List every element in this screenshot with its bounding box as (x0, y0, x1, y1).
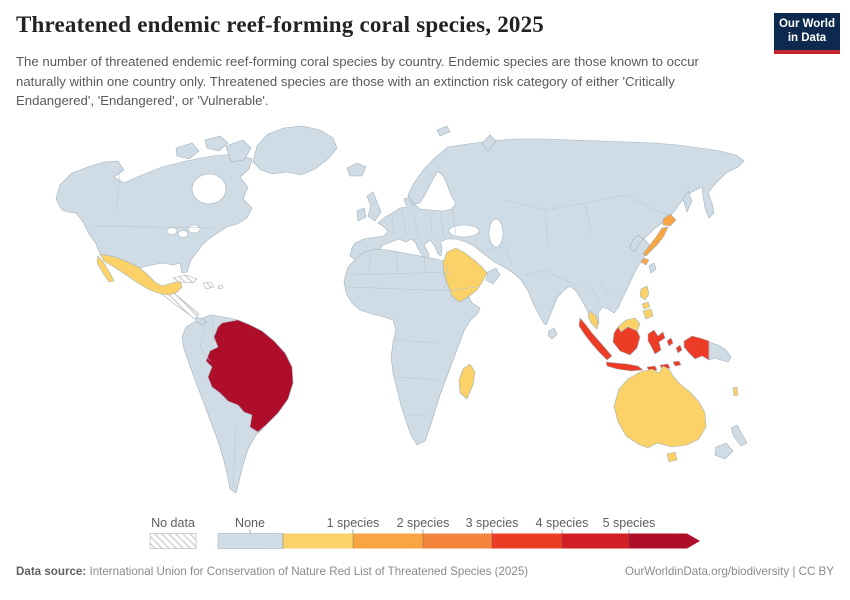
island-sakhalin[interactable] (682, 190, 693, 213)
island-novaya-zemlya[interactable] (481, 134, 497, 152)
madagascar-shape[interactable] (458, 363, 476, 400)
data-source-text: International Union for Conservation of … (89, 565, 529, 578)
owid-logo-stripe (774, 49, 840, 54)
indonesia-java[interactable] (605, 361, 644, 372)
country-japan[interactable] (640, 213, 677, 266)
country-brazil[interactable] (205, 319, 294, 433)
country-papua-new-guinea[interactable] (708, 341, 732, 363)
country-australia[interactable] (613, 365, 707, 463)
country-philippines[interactable] (639, 285, 654, 320)
mexico-baja[interactable] (96, 255, 115, 283)
legend-no-data-swatch[interactable] (149, 533, 197, 549)
country-fiji[interactable] (732, 386, 739, 397)
legend-bin-separators (282, 533, 630, 549)
fiji-shape[interactable] (732, 386, 739, 397)
caspian-sea (488, 218, 504, 248)
legend-ticks (249, 529, 630, 534)
legend-bin-5[interactable] (562, 533, 629, 549)
legend-bin-arrow[interactable] (629, 533, 700, 549)
legend-tick-label-3: 3 species (466, 516, 519, 530)
country-madagascar[interactable] (458, 363, 476, 400)
philippines-visayas[interactable] (641, 301, 651, 310)
legend-tick-label-5: 5 species (603, 516, 656, 530)
chart-footer: Data source: International Union for Con… (16, 565, 834, 578)
legend-tick-label-2: 2 species (397, 516, 450, 530)
island-svalbard[interactable] (436, 125, 451, 137)
owid-logo-line2: in Data (787, 31, 827, 44)
country-greenland[interactable] (252, 125, 338, 176)
owid-logo[interactable]: Our World in Data (774, 13, 840, 54)
data-source: Data source: International Union for Con… (16, 565, 528, 578)
legend-bin-1[interactable] (283, 533, 353, 549)
legend-bin-none[interactable] (217, 533, 284, 549)
hudson-bay (191, 173, 227, 205)
water-bodies (166, 173, 504, 248)
country-borders (93, 171, 710, 488)
australia-tasmania[interactable] (666, 451, 678, 463)
philippines-mindanao[interactable] (642, 308, 654, 320)
indonesia-sumatra[interactable] (578, 317, 613, 361)
great-lake (187, 224, 201, 234)
japan-honshu[interactable] (642, 226, 669, 257)
legend-bin-3[interactable] (423, 533, 492, 549)
indonesia-west-papua[interactable] (683, 335, 710, 361)
map-legend: No data None 1 species 2 species 3 speci… (149, 516, 700, 549)
owid-logo-box: Our World in Data (774, 13, 840, 50)
data-source-label: Data source: (16, 565, 87, 578)
country-iceland[interactable] (346, 162, 367, 177)
country-oman[interactable] (485, 267, 501, 285)
great-lake (177, 230, 189, 238)
indonesia-maluku[interactable] (666, 337, 674, 347)
country-malaysia[interactable] (587, 310, 641, 333)
arctic-island[interactable] (204, 135, 229, 152)
legend-bin-4[interactable] (492, 533, 562, 549)
country-new-zealand-south[interactable] (714, 442, 734, 460)
mexico-mainland[interactable] (99, 253, 183, 296)
no-data-regions (158, 274, 224, 320)
legend-tick-label-4: 4 species (536, 516, 589, 530)
chart-subtitle: The number of threatened endemic reef-fo… (16, 54, 699, 109)
indonesia-kalimantan[interactable] (612, 326, 641, 356)
country-hispaniola[interactable] (202, 281, 215, 290)
country-ireland[interactable] (356, 207, 367, 222)
country-panama[interactable] (195, 316, 208, 326)
country-mexico[interactable] (96, 253, 183, 296)
owid-logo-line1: Our World (778, 18, 835, 30)
country-puerto-rico[interactable] (217, 284, 224, 290)
country-new-zealand-north[interactable] (730, 424, 748, 447)
malaysia-peninsula[interactable] (587, 310, 599, 330)
indonesia-timor[interactable] (672, 360, 682, 367)
legend-none-label: None (235, 516, 265, 530)
indonesia-sulawesi[interactable] (647, 329, 666, 355)
legend-tick-label-1: 1 species (327, 516, 380, 530)
great-lake (166, 227, 178, 235)
black-sea (448, 224, 480, 238)
country-united-kingdom[interactable] (366, 191, 382, 222)
world-map (55, 125, 748, 494)
brazil-shape[interactable] (205, 319, 294, 433)
indonesia-maluku[interactable] (675, 344, 683, 354)
australia-mainland[interactable] (613, 365, 707, 449)
legend-bin-2[interactable] (353, 533, 423, 549)
country-north-america[interactable] (55, 153, 253, 274)
japan-hokkaido[interactable] (662, 213, 677, 227)
country-sri-lanka[interactable] (547, 327, 558, 340)
arctic-island[interactable] (225, 139, 252, 163)
page-title: Threatened endemic reef-forming coral sp… (16, 12, 545, 37)
citation-link[interactable]: OurWorldinData.org/biodiversity | CC BY (625, 565, 834, 578)
country-taiwan[interactable] (648, 262, 657, 274)
japan-kyushu[interactable] (640, 257, 650, 266)
arctic-island[interactable] (175, 142, 200, 160)
philippines-luzon[interactable] (639, 285, 650, 301)
legend-no-data-label: No data (151, 516, 195, 530)
country-indonesia[interactable] (578, 317, 710, 372)
